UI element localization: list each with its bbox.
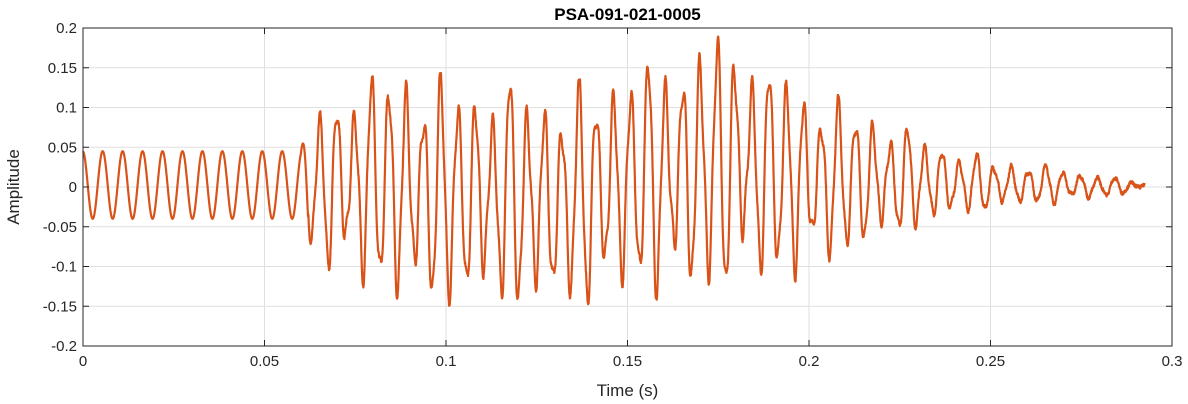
y-tick-label: 0.15 bbox=[48, 60, 77, 77]
y-tick-label: 0.05 bbox=[48, 139, 77, 156]
y-tick-label: -0.2 bbox=[51, 338, 77, 355]
x-tick-label: 0.15 bbox=[613, 353, 642, 370]
x-tick-label: 0.05 bbox=[250, 353, 279, 370]
y-tick-label: 0 bbox=[69, 179, 77, 196]
amplitude-series-line bbox=[82, 35, 1146, 307]
chart-title: PSA-091-021-0005 bbox=[554, 5, 700, 24]
y-tick-label: -0.1 bbox=[51, 259, 77, 276]
axis-ticks: 0 0.05 0.1 0.15 0.2 0.25 0.3 -0.2 -0.15 -0.1 -0.05… bbox=[43, 20, 1183, 370]
x-tick-label: 0.2 bbox=[799, 353, 820, 370]
y-tick-label: -0.05 bbox=[43, 219, 77, 236]
x-tick-label: 0.3 bbox=[1162, 353, 1183, 370]
x-tick-label: 0.1 bbox=[436, 353, 457, 370]
x-tick-label: 0.25 bbox=[976, 353, 1005, 370]
y-tick-label: -0.15 bbox=[43, 298, 77, 315]
grid-lines bbox=[82, 27, 1173, 347]
y-tick-label: 0.1 bbox=[56, 100, 77, 117]
x-tick-label: 0 bbox=[79, 353, 87, 370]
x-axis-label: Time (s) bbox=[597, 381, 659, 400]
y-axis-label: Amplitude bbox=[4, 149, 23, 225]
y-tick-label: 0.2 bbox=[56, 20, 77, 37]
